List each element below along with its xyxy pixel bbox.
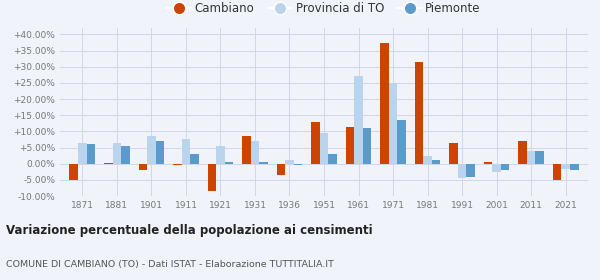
Bar [492,164,501,172]
Bar [70,164,78,181]
Bar [397,120,406,164]
Bar [553,164,561,180]
Bar [449,143,458,164]
Bar [259,162,268,164]
Bar [251,141,259,164]
Bar [277,164,285,175]
Bar [147,136,156,164]
Bar [363,128,371,164]
Bar [190,154,199,164]
Bar [320,133,328,164]
Bar [328,154,337,164]
Text: COMUNE DI CAMBIANO (TO) - Dati ISTAT - Elaborazione TUTTITALIA.IT: COMUNE DI CAMBIANO (TO) - Dati ISTAT - E… [6,260,334,269]
Legend: Cambiano, Provincia di TO, Piemonte: Cambiano, Provincia di TO, Piemonte [163,0,485,19]
Bar [354,76,363,164]
Bar [121,146,130,164]
Bar [570,164,578,170]
Bar [458,164,466,178]
Bar [104,163,113,164]
Bar [156,141,164,164]
Bar [423,156,432,164]
Bar [216,146,225,164]
Bar [225,162,233,164]
Bar [78,143,87,164]
Bar [501,164,509,170]
Bar [294,164,302,165]
Bar [535,151,544,164]
Bar [518,141,527,164]
Bar [139,164,147,170]
Bar [561,164,570,169]
Bar [173,164,182,165]
Bar [432,160,440,164]
Bar [285,160,294,164]
Bar [242,136,251,164]
Bar [389,83,397,164]
Bar [466,164,475,177]
Bar [87,144,95,164]
Bar [113,143,121,164]
Bar [346,127,354,164]
Bar [182,139,190,164]
Text: Variazione percentuale della popolazione ai censimenti: Variazione percentuale della popolazione… [6,224,373,237]
Bar [208,164,216,191]
Bar [415,62,423,164]
Bar [527,151,535,164]
Bar [484,162,492,164]
Bar [380,43,389,164]
Bar [311,122,320,164]
